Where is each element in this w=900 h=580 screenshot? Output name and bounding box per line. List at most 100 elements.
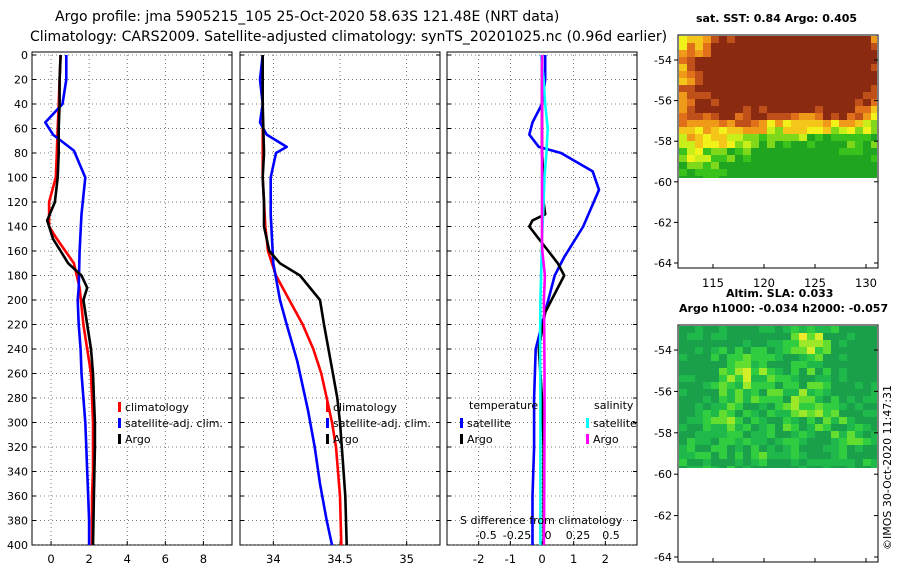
map-cell [695,106,703,113]
map-cell [847,396,855,403]
map-cell [735,106,743,113]
map-cell [855,368,863,375]
map-cell [847,43,855,50]
map-cell [695,361,703,368]
map-cell [775,36,783,43]
map-cell [703,417,711,424]
map-cell [727,452,735,459]
map-cell [711,57,719,64]
map-cell [823,340,831,347]
map-cell [807,176,815,178]
map-cell [863,148,871,155]
map-cell [767,85,775,92]
map-cell [847,431,855,438]
legend-swatch [586,434,589,444]
map-cell [807,57,815,64]
map-cell [695,127,703,134]
map-cell [767,99,775,106]
map-cell [791,50,799,57]
map-cell [727,417,735,424]
map-cell [727,57,735,64]
map-cell [783,403,791,410]
map-cell [759,78,767,85]
map-cell [727,120,735,127]
map-cell [727,347,735,354]
map-cell [791,361,799,368]
map-cell [855,340,863,347]
y-tick-label: 220 [7,319,28,332]
map-cell [831,43,839,50]
map-cell [839,424,847,431]
map-cell [719,155,727,162]
map-cell [799,176,807,178]
map-cell [807,340,815,347]
map-cell [807,466,815,468]
map-cell [743,78,751,85]
map-cell [743,326,751,333]
map-cell [719,368,727,375]
map-cell [871,120,877,127]
map-cell [775,78,783,85]
map-cell [863,92,871,99]
map-cell [711,417,719,424]
map-cell [839,120,847,127]
map-cell [791,438,799,445]
map-cell [679,333,687,340]
map-cell [719,431,727,438]
map-cell [807,326,815,333]
map-cell [831,326,839,333]
map-cell [743,382,751,389]
map-cell [711,445,719,452]
map-cell [799,127,807,134]
map-cell [735,50,743,57]
map-cell [823,333,831,340]
map-cell [679,78,687,85]
map-cell [783,410,791,417]
map-cell [799,340,807,347]
map-cell [735,148,743,155]
map-cell [815,361,823,368]
map-cell [687,347,695,354]
map-cell [767,452,775,459]
map-cell [791,120,799,127]
map-cell [823,361,831,368]
map-cell [679,340,687,347]
map-cell [727,389,735,396]
map-cell [679,85,687,92]
map-cell [863,354,871,361]
y-tick-label: 60 [14,123,28,136]
map-cell [727,459,735,466]
map-cell [751,169,759,176]
map-cell [799,445,807,452]
map-cell [679,71,687,78]
map-cell [823,57,831,64]
map-cell [791,134,799,141]
map-cell [823,141,831,148]
map-cell [855,424,863,431]
map-cell [823,176,831,178]
map-cell [751,141,759,148]
map-cell [831,92,839,99]
map-cell [703,452,711,459]
map-cell [703,396,711,403]
legend-swatch [118,418,121,428]
map-cell [791,340,799,347]
map-cell [687,64,695,71]
map-cell [719,326,727,333]
map-cell [799,43,807,50]
map-cell [767,176,775,178]
map-cell [719,382,727,389]
map-cell [775,43,783,50]
map-cell [767,438,775,445]
map-cell [823,162,831,169]
map-cell [863,340,871,347]
map-cell [743,410,751,417]
map-cell [687,176,695,178]
map-cell [855,375,863,382]
map-cell [823,148,831,155]
map-cell [679,134,687,141]
legend-swatch [326,434,329,444]
map-cell [703,431,711,438]
map-cell [831,340,839,347]
map-cell [839,340,847,347]
